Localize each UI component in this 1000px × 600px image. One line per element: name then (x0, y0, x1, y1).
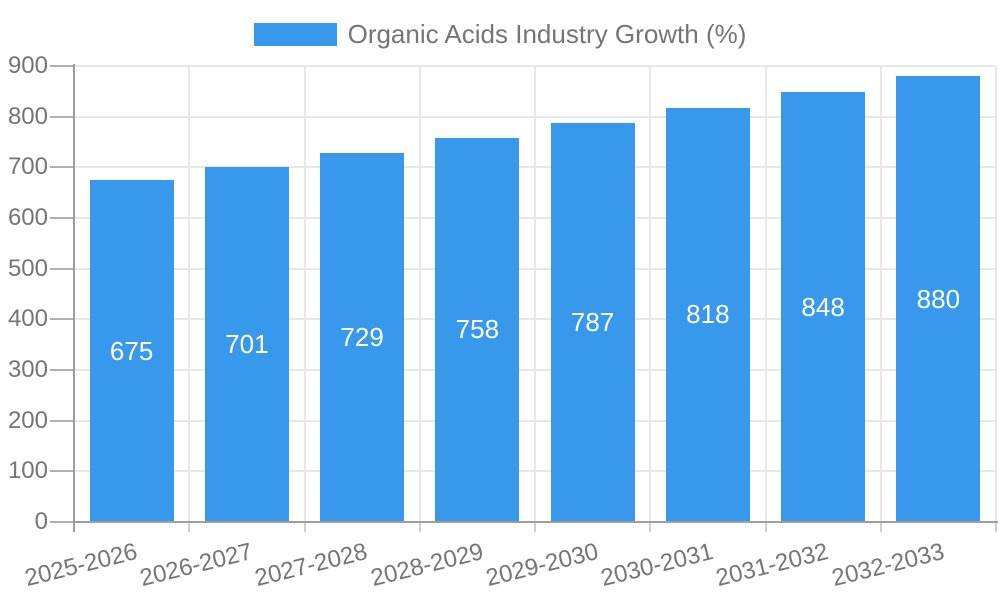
x-axis-tick (303, 523, 306, 532)
legend-item[interactable]: Organic Acids Industry Growth (%) (0, 19, 1000, 50)
x-axis-label: 2026-2027 (137, 538, 256, 592)
x-axis-tick (418, 523, 421, 532)
y-axis-label: 900 (7, 52, 48, 79)
y-axis-label: 300 (7, 356, 48, 383)
gridline-vertical (764, 66, 767, 521)
gridline-vertical (188, 66, 191, 521)
legend-label: Organic Acids Industry Growth (%) (347, 19, 747, 49)
bar[interactable] (550, 123, 635, 521)
y-axis-label: 700 (7, 153, 48, 181)
x-axis-label: 2027-2028 (252, 538, 371, 592)
y-axis-label: 400 (7, 305, 48, 333)
bar-value-label: 729 (340, 321, 384, 352)
bar-value-label: 848 (801, 291, 845, 322)
x-axis-tick (649, 523, 652, 532)
y-axis-tick (50, 217, 73, 219)
bar-value-label: 675 (109, 335, 154, 366)
bar-value-label: 880 (916, 283, 961, 314)
bar[interactable] (435, 137, 520, 521)
y-axis-tick (50, 419, 73, 422)
bar-value-label: 758 (455, 314, 500, 345)
y-axis-label: 200 (7, 406, 48, 434)
x-axis-label: 2031-2032 (713, 538, 832, 592)
x-axis-label: 2028-2029 (367, 538, 486, 592)
bar-value-label: 818 (686, 299, 730, 330)
legend-swatch (253, 23, 337, 46)
gridline-vertical (649, 66, 652, 521)
y-axis-tick (50, 166, 73, 169)
bar[interactable] (89, 180, 174, 521)
y-axis-line (73, 64, 75, 532)
x-axis-tick (879, 523, 882, 532)
x-axis-tick (764, 523, 767, 532)
y-axis-tick (50, 65, 73, 67)
x-axis-label: 2032-2033 (828, 538, 947, 592)
y-axis-tick (50, 369, 73, 371)
y-axis-label: 500 (7, 254, 48, 282)
y-axis-label: 100 (7, 457, 48, 485)
x-axis-label: 2025-2026 (22, 538, 140, 592)
gridline-vertical (303, 66, 306, 521)
bar[interactable] (781, 92, 866, 521)
bar[interactable] (665, 107, 750, 521)
gridline-vertical (418, 66, 421, 521)
y-axis-label: 600 (7, 204, 48, 231)
gridline-vertical (879, 66, 882, 521)
y-axis-tick (50, 521, 73, 523)
x-axis-tick (534, 523, 536, 532)
bar-value-label: 701 (225, 328, 269, 359)
bar[interactable] (320, 152, 405, 521)
x-axis-tick (188, 523, 191, 532)
y-axis-tick (50, 115, 73, 118)
y-axis-tick (50, 470, 73, 473)
x-axis-tick (995, 523, 997, 532)
x-axis-line (73, 521, 998, 523)
gridline-vertical (995, 66, 997, 521)
x-axis-label: 2030-2031 (598, 538, 717, 592)
y-axis-label: 0 (34, 508, 48, 535)
y-axis-tick (50, 267, 73, 270)
bar[interactable] (896, 76, 981, 521)
gridline-vertical (534, 66, 536, 521)
y-axis-tick (50, 318, 73, 321)
bar[interactable] (204, 166, 289, 521)
y-axis-label: 800 (7, 102, 48, 130)
x-axis-label: 2029-2030 (483, 538, 601, 592)
bar-value-label: 787 (570, 307, 615, 338)
